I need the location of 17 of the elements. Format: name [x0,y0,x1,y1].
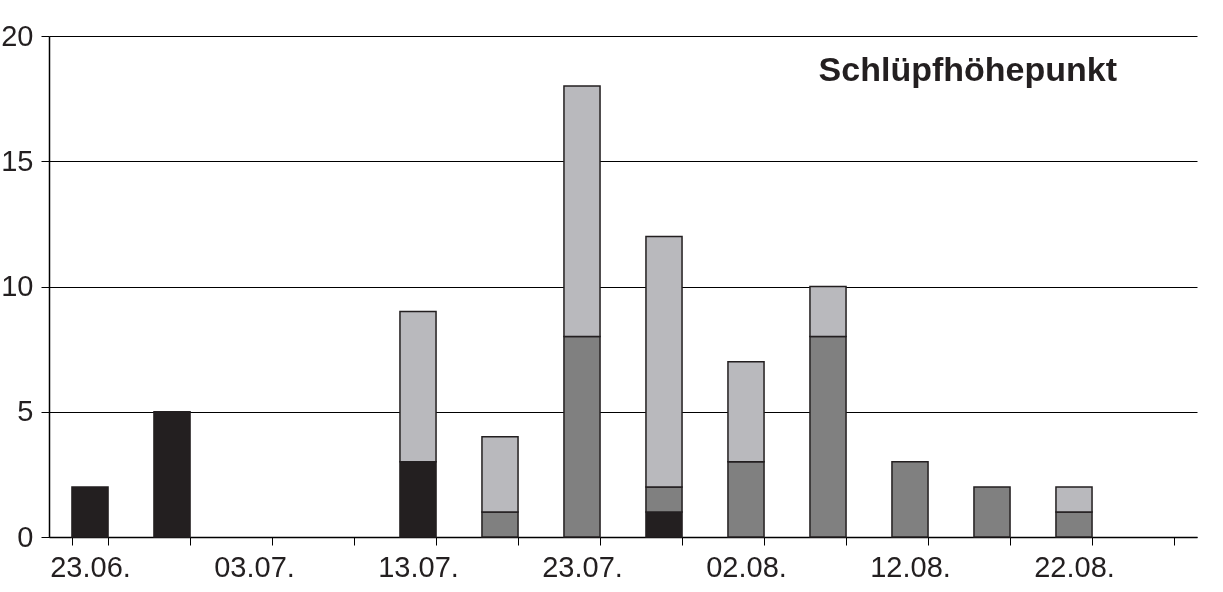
y-tick-label: 0 [17,520,34,553]
x-tick-label: 02.08. [706,550,787,583]
y-tick-label: 15 [1,144,34,177]
bar [153,411,191,538]
bar [71,486,109,538]
x-tick-label: 23.07. [542,550,623,583]
x-tick-label: 13.07. [378,550,459,583]
y-tick-label: 10 [1,270,34,302]
bar [891,461,929,538]
y-tick-label: 5 [17,395,34,428]
y-tick-label: 20 [1,19,34,52]
bar [973,486,1011,538]
x-tick-label: 03.07. [214,550,295,583]
x-tick-label: 12.08. [870,550,951,583]
x-tick-label: 23.06. [50,550,131,583]
x-tick-label: 22.08. [1034,550,1115,583]
chart-title: Schlüpfhöhepunkt [818,50,1117,88]
